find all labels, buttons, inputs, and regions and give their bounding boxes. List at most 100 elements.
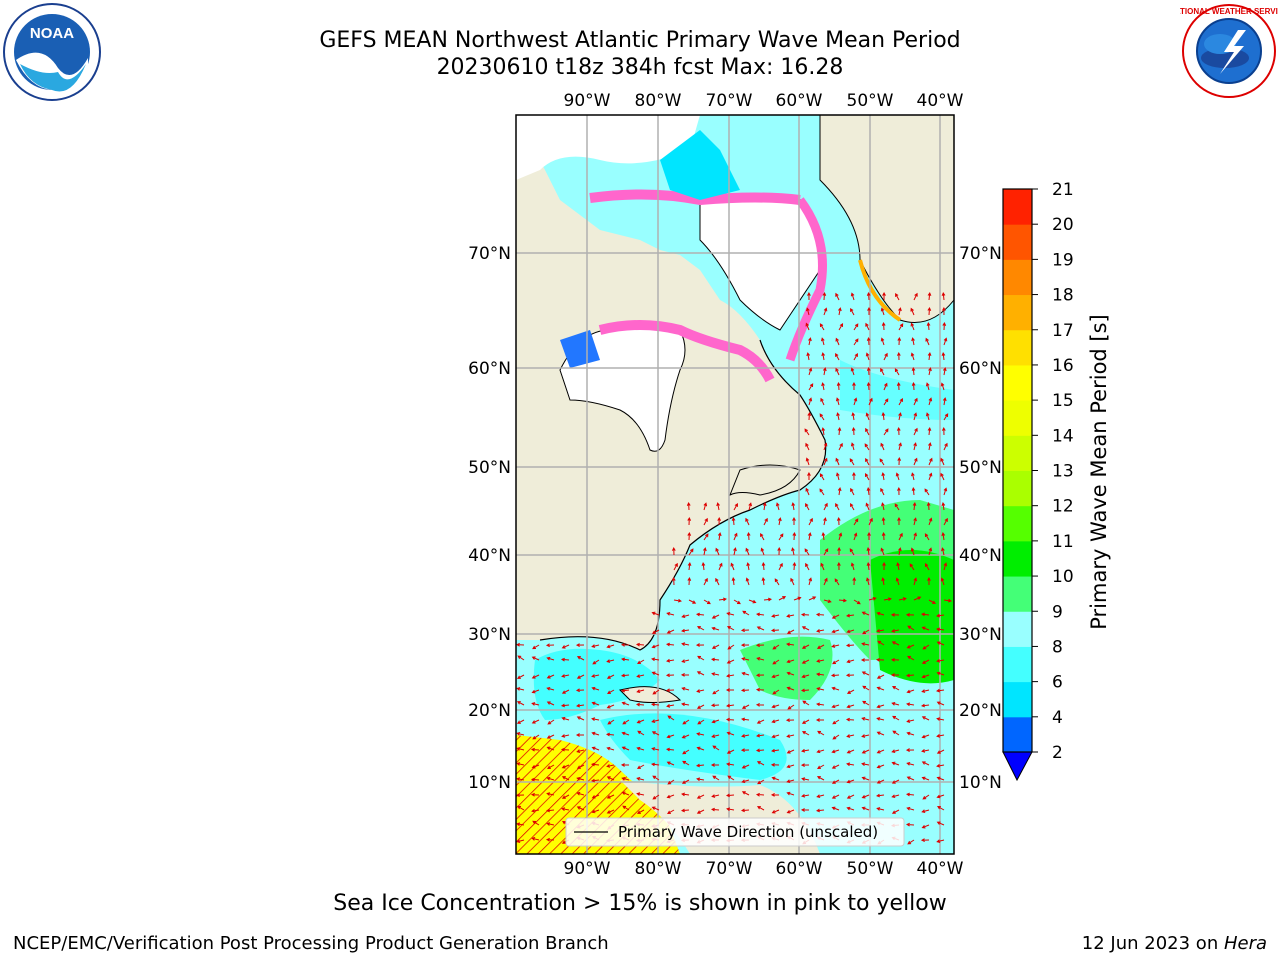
wave-arrow (881, 502, 885, 511)
wave-arrow (681, 779, 690, 784)
wave-arrow (880, 307, 885, 316)
wave-arrow (808, 397, 813, 406)
wave-arrow (928, 517, 933, 526)
wave-arrow (726, 703, 735, 708)
wave-arrow (898, 532, 903, 541)
wave-arrow (740, 688, 750, 693)
wave-arrow (805, 442, 810, 451)
wave-arrow (688, 599, 697, 604)
wave-arrow (891, 641, 900, 646)
wave-arrow (591, 731, 600, 736)
wave-arrow (830, 673, 840, 678)
wave-arrow (816, 644, 825, 649)
wave-arrow (800, 763, 810, 767)
wave-arrow (772, 689, 780, 695)
wave-arrow (711, 734, 720, 738)
lat-label-right: 40°N (959, 546, 1002, 566)
wave-arrow (546, 776, 555, 781)
wave-arrow (921, 734, 930, 739)
wave-arrow (936, 749, 945, 754)
wave-arrow (880, 547, 885, 556)
wave-arrow (894, 368, 900, 376)
wave-arrow (909, 563, 915, 571)
wave-arrow (715, 547, 720, 556)
wave-arrow (711, 657, 720, 662)
wave-arrow (891, 794, 900, 799)
wave-arrow (876, 717, 885, 721)
wave-arrow (606, 794, 615, 799)
wave-arrow (898, 412, 902, 421)
wave-arrow (831, 629, 840, 634)
wave-arrow (816, 702, 825, 707)
wave-arrow (943, 442, 948, 451)
lon-label-top: 90°W (564, 91, 611, 111)
wave-arrow (786, 686, 795, 691)
wave-arrow (846, 762, 855, 767)
wave-arrow (895, 292, 900, 301)
wave-arrow (821, 382, 825, 391)
wave-arrow (695, 643, 705, 647)
wave-arrow (718, 562, 723, 571)
wave-arrow (868, 517, 873, 526)
wave-arrow (921, 626, 930, 631)
wave-arrow (651, 671, 660, 676)
wave-arrow (716, 502, 720, 511)
wave-arrow (786, 764, 795, 769)
wave-arrow (906, 776, 915, 781)
wave-arrow (561, 807, 570, 811)
wave-arrow (910, 547, 915, 556)
wave-arrow (850, 487, 855, 496)
lat-label-left: 60°N (468, 359, 511, 379)
wave-arrow (862, 700, 870, 706)
wave-arrow (913, 517, 917, 526)
wave-arrow (849, 548, 855, 556)
wave-arrow (898, 397, 903, 406)
wave-arrow (920, 838, 930, 843)
wave-arrow (815, 718, 825, 722)
wave-arrow (712, 689, 720, 695)
caribbean-sea (600, 713, 787, 780)
wave-arrow (862, 629, 870, 635)
wave-arrow (940, 382, 945, 391)
lat-label-left: 70°N (468, 244, 511, 264)
wave-arrow (771, 734, 780, 739)
wave-arrow (697, 655, 705, 661)
noaa-logo: NOAA (3, 3, 101, 101)
wave-arrow (943, 517, 948, 526)
wave-arrow (575, 643, 585, 647)
wave-arrow (925, 412, 930, 421)
wave-arrow (845, 717, 855, 722)
wave-arrow (891, 628, 900, 633)
wave-arrow (941, 426, 946, 436)
wave-arrow (727, 644, 735, 650)
wave-arrow (921, 761, 930, 766)
wave-arrow (560, 747, 570, 752)
wave-arrow (731, 516, 736, 526)
wave-arrow (680, 673, 690, 677)
wave-arrow (868, 397, 873, 406)
wave-arrow (666, 747, 675, 752)
wave-arrow (835, 397, 840, 406)
wave-arrow (761, 561, 766, 571)
wave-arrow (636, 809, 645, 814)
wave-arrow (910, 307, 915, 316)
wave-arrow (817, 730, 825, 736)
wave-arrow (849, 458, 855, 466)
wave-arrow (861, 806, 870, 811)
wave-arrow (816, 776, 825, 781)
wave-arrow (681, 642, 690, 646)
wave-arrow (726, 762, 735, 767)
wave-arrow (821, 352, 826, 361)
wave-arrow (911, 337, 915, 346)
wave-arrow (941, 532, 946, 541)
cuba (619, 686, 682, 703)
ice-baffin (785, 197, 827, 362)
wave-arrow (591, 717, 600, 721)
wave-arrow (837, 546, 841, 556)
wave-arrow (836, 381, 841, 391)
wave-arrow (591, 809, 600, 814)
wave-arrow (906, 719, 915, 723)
wave-arrow (880, 487, 885, 496)
wave-arrow (725, 717, 735, 722)
wave-arrow (741, 734, 750, 738)
